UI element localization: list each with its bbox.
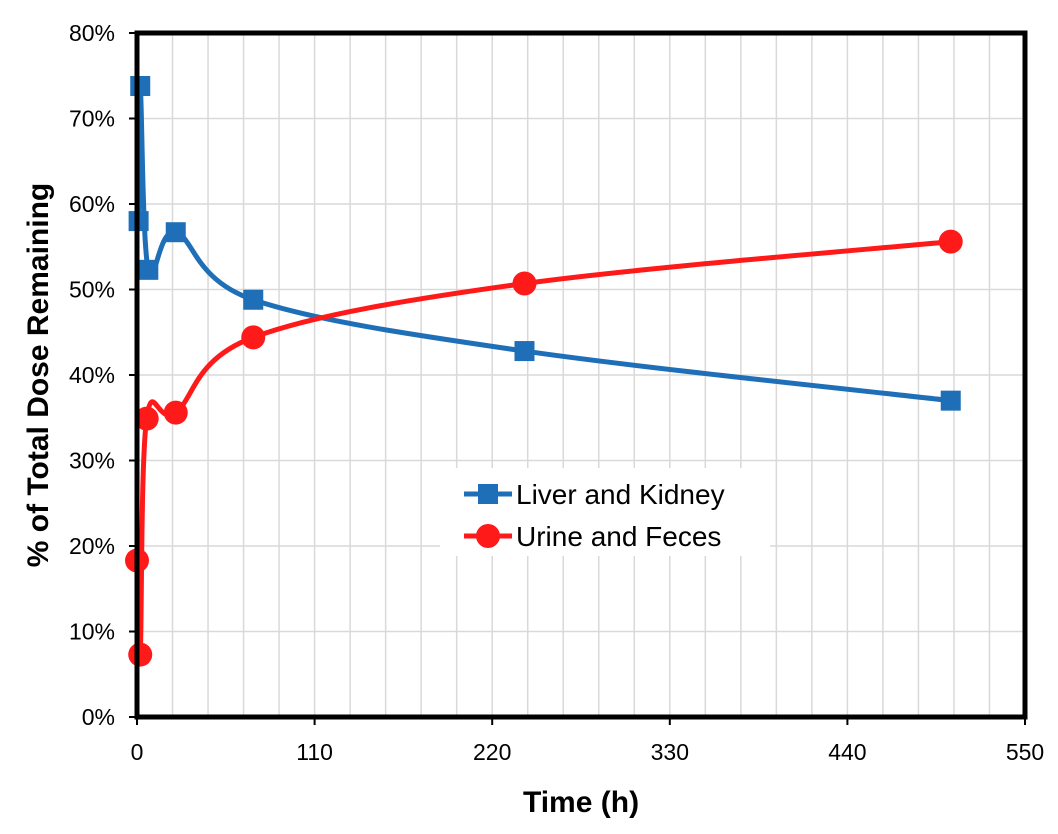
x-tick-label: 440 bbox=[828, 739, 866, 765]
y-axis-title: % of Total Dose Remaining bbox=[22, 183, 55, 567]
circle-marker bbox=[938, 229, 963, 254]
y-tick-label: 70% bbox=[69, 106, 115, 132]
circle-marker bbox=[512, 271, 537, 296]
legend-label: Liver and Kidney bbox=[516, 479, 725, 510]
series-0 bbox=[128, 76, 961, 411]
circle-marker bbox=[241, 325, 266, 350]
x-tick-label: 110 bbox=[296, 739, 333, 765]
circle-marker bbox=[128, 642, 153, 667]
square-marker bbox=[138, 259, 159, 280]
x-tick-label: 220 bbox=[473, 739, 511, 765]
y-tick-label: 40% bbox=[69, 362, 115, 388]
legend-marker bbox=[478, 484, 498, 504]
square-marker bbox=[243, 289, 264, 310]
y-tick-label: 10% bbox=[69, 619, 115, 645]
x-tick-label: 330 bbox=[651, 739, 689, 765]
series-layer bbox=[125, 76, 963, 667]
legend-item: Liver and Kidney bbox=[464, 479, 725, 510]
series-line bbox=[136, 83, 952, 404]
x-axis-title: Time (h) bbox=[523, 786, 639, 819]
square-marker bbox=[514, 341, 535, 362]
circle-marker bbox=[163, 400, 188, 425]
y-tick-label: 50% bbox=[69, 277, 115, 303]
x-tick-label: 0 bbox=[131, 739, 144, 765]
legend-item: Urine and Feces bbox=[464, 521, 721, 552]
y-tick-label: 20% bbox=[69, 533, 115, 559]
square-marker bbox=[940, 390, 961, 411]
y-tick-label: 60% bbox=[69, 191, 115, 217]
legend: Liver and Kidney Urine and Feces bbox=[440, 468, 770, 556]
x-tick-label: 550 bbox=[1006, 739, 1044, 765]
plot-frame bbox=[134, 30, 1028, 720]
square-marker bbox=[130, 76, 151, 97]
y-tick-label: 0% bbox=[82, 704, 115, 730]
y-tick-label: 80% bbox=[69, 20, 115, 46]
legend-marker bbox=[476, 524, 500, 548]
series-line bbox=[134, 239, 951, 661]
grid bbox=[137, 33, 1025, 717]
x-axis-ticks: 0 110 220 330 440 550 bbox=[131, 717, 1044, 765]
square-marker bbox=[165, 222, 186, 243]
y-axis-ticks: 0% 10% 20% 30% 40% 50% 60% 70% 80% bbox=[69, 20, 137, 730]
series-1 bbox=[125, 229, 963, 667]
y-tick-label: 30% bbox=[69, 448, 115, 474]
circle-marker bbox=[134, 406, 159, 431]
legend-label: Urine and Feces bbox=[516, 521, 721, 552]
